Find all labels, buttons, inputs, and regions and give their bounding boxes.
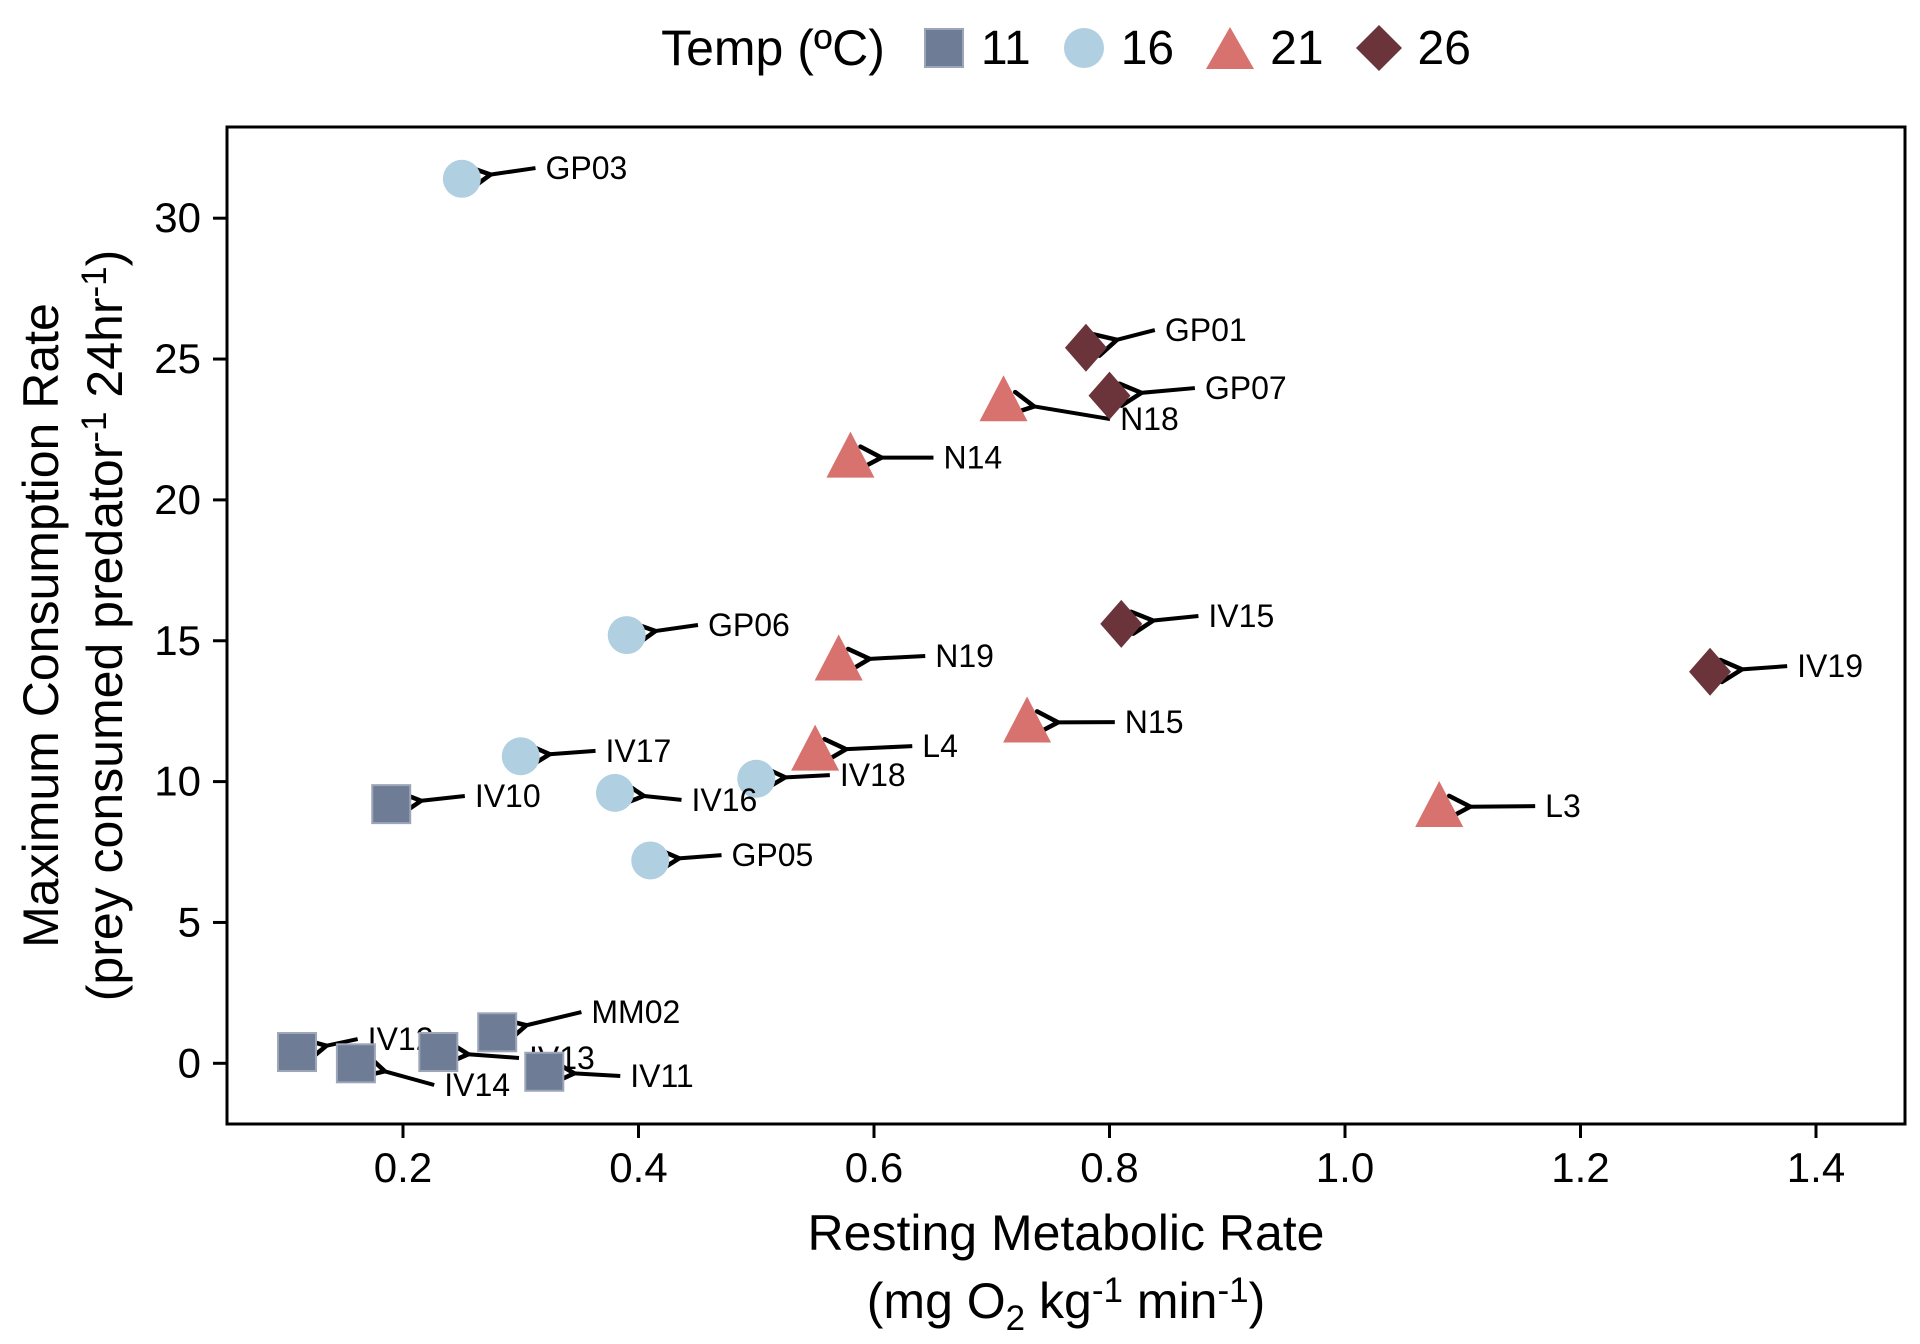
data-point-IV13 bbox=[418, 1032, 459, 1073]
data-point-GP07 bbox=[1088, 371, 1131, 420]
annotation-label-IV15: IV15 bbox=[1208, 598, 1274, 634]
y-tick-label: 5 bbox=[178, 898, 201, 945]
x-tick-label: 0.8 bbox=[1080, 1144, 1138, 1191]
legend-item-temp-16: 16 bbox=[1061, 21, 1174, 76]
y-tick-label: 25 bbox=[154, 335, 201, 382]
annotation-label-GP01: GP01 bbox=[1165, 312, 1247, 348]
y-tick-label: 15 bbox=[154, 617, 201, 664]
annotation-arrow-IV11 bbox=[550, 1059, 621, 1086]
x-tick-label: 0.4 bbox=[609, 1144, 667, 1191]
data-point-IV14 bbox=[335, 1043, 376, 1084]
annotation-arrow-IV13 bbox=[444, 1039, 520, 1066]
x-tick-label: 1.0 bbox=[1316, 1144, 1374, 1191]
annotation-arrow-IV18 bbox=[761, 765, 830, 792]
legend-item-temp-11: 11 bbox=[921, 21, 1031, 76]
data-point-L3 bbox=[1415, 780, 1464, 827]
annotation-label-N15: N15 bbox=[1125, 704, 1184, 740]
data-point-IV19 bbox=[1689, 647, 1732, 696]
annotation-arrow-N18 bbox=[1009, 389, 1111, 422]
data-point-IV11 bbox=[524, 1051, 565, 1092]
annotation-arrow-IV12 bbox=[301, 1037, 359, 1064]
annotation-label-N19: N19 bbox=[935, 638, 994, 674]
annotation-label-IV18: IV18 bbox=[840, 757, 906, 793]
y-tick-label: 20 bbox=[154, 476, 201, 523]
data-point-L4 bbox=[791, 724, 840, 771]
annotation-arrow-L3 bbox=[1446, 793, 1536, 821]
annotation-label-IV14: IV14 bbox=[444, 1067, 510, 1103]
y-tick-label: 0 bbox=[178, 1039, 201, 1086]
annotation-arrow-IV19 bbox=[1717, 657, 1788, 685]
data-point-IV10 bbox=[371, 784, 412, 825]
legend-item-temp-26: 26 bbox=[1354, 21, 1471, 76]
data-point-N15 bbox=[1003, 696, 1052, 743]
data-point-GP06 bbox=[607, 616, 646, 655]
annotation-arrow-IV14 bbox=[359, 1052, 435, 1087]
plot-border bbox=[225, 125, 1907, 1126]
annotation-arrow-GP05 bbox=[655, 846, 722, 874]
data-point-GP05 bbox=[631, 841, 670, 880]
x-tick-label: 0.2 bbox=[374, 1144, 432, 1191]
x-axis-title: Resting Metabolic Rate bbox=[808, 1205, 1325, 1261]
annotation-label-L3: L3 bbox=[1545, 788, 1581, 824]
legend-title: Temp (ºC) bbox=[661, 20, 885, 76]
annotation-label-GP03: GP03 bbox=[545, 150, 627, 186]
y-axis-units: (prey consumed predator-1​ 24hr-1​) bbox=[75, 250, 133, 1002]
data-point-IV18 bbox=[737, 759, 776, 798]
annotation-label-IV11: IV11 bbox=[630, 1058, 693, 1094]
data-point-N14 bbox=[826, 431, 875, 478]
annotation-label-MM02: MM02 bbox=[591, 994, 680, 1030]
y-axis-title: Maximum Consumption Rate bbox=[13, 303, 69, 948]
annotation-label-L4: L4 bbox=[922, 728, 958, 764]
square-marker-icon bbox=[923, 28, 964, 68]
annotation-arrow-IV16 bbox=[619, 780, 682, 807]
data-point-GP01 bbox=[1064, 323, 1107, 372]
data-point-IV16 bbox=[595, 773, 634, 812]
y-tick-label: 30 bbox=[154, 194, 201, 241]
annotation-label-N18: N18 bbox=[1120, 401, 1179, 437]
annotation-label-IV16: IV16 bbox=[691, 782, 757, 818]
annotation-arrow-IV15 bbox=[1128, 609, 1199, 636]
legend-label-26: 26 bbox=[1417, 21, 1471, 75]
annotation-arrow-L4 bbox=[822, 736, 913, 764]
annotation-label-GP07: GP07 bbox=[1205, 370, 1287, 406]
legend-label-16: 16 bbox=[1120, 21, 1175, 75]
data-point-N18 bbox=[979, 375, 1028, 422]
data-point-IV17 bbox=[501, 737, 540, 776]
y-tick-label: 10 bbox=[154, 758, 201, 805]
data-point-N19 bbox=[814, 634, 863, 681]
annotation-label-N14: N14 bbox=[943, 440, 1002, 476]
legend-item-temp-21: 21 bbox=[1204, 21, 1324, 76]
data-point-MM02 bbox=[477, 1012, 518, 1053]
annotation-arrow-IV17 bbox=[525, 742, 596, 769]
x-tick-label: 0.6 bbox=[845, 1144, 903, 1191]
diamond-marker-icon bbox=[1355, 25, 1402, 71]
triangle-marker-icon bbox=[1206, 27, 1255, 69]
annotation-arrow-GP01 bbox=[1091, 328, 1156, 358]
annotation-label-GP05: GP05 bbox=[732, 837, 814, 873]
legend-label-21: 21 bbox=[1270, 21, 1324, 75]
annotation-arrow-MM02 bbox=[501, 1010, 582, 1044]
annotation-arrow-IV10 bbox=[396, 789, 466, 817]
annotation-label-IV17: IV17 bbox=[606, 733, 672, 769]
annotation-label-IV19: IV19 bbox=[1797, 648, 1863, 684]
annotation-arrow-GP03 bbox=[465, 164, 536, 191]
annotation-arrow-GP07 bbox=[1117, 381, 1196, 408]
data-point-IV12 bbox=[277, 1032, 318, 1073]
annotation-arrow-N19 bbox=[845, 646, 926, 674]
legend-label-11: 11 bbox=[980, 21, 1031, 75]
legend: Temp (ºC) 11 16 21 26 bbox=[227, 12, 1905, 84]
x-tick-label: 1.2 bbox=[1551, 1144, 1609, 1191]
x-axis-units: (mg O2​ kg-1​ min-1​) bbox=[867, 1271, 1265, 1338]
x-tick-label: 1.4 bbox=[1787, 1144, 1845, 1191]
annotation-arrow-GP06 bbox=[630, 620, 699, 648]
annotation-label-IV10: IV10 bbox=[475, 778, 541, 814]
circle-marker-icon bbox=[1063, 28, 1104, 68]
annotation-label-GP06: GP06 bbox=[708, 607, 790, 643]
data-point-GP03 bbox=[442, 159, 481, 198]
data-point-IV15 bbox=[1100, 599, 1143, 648]
